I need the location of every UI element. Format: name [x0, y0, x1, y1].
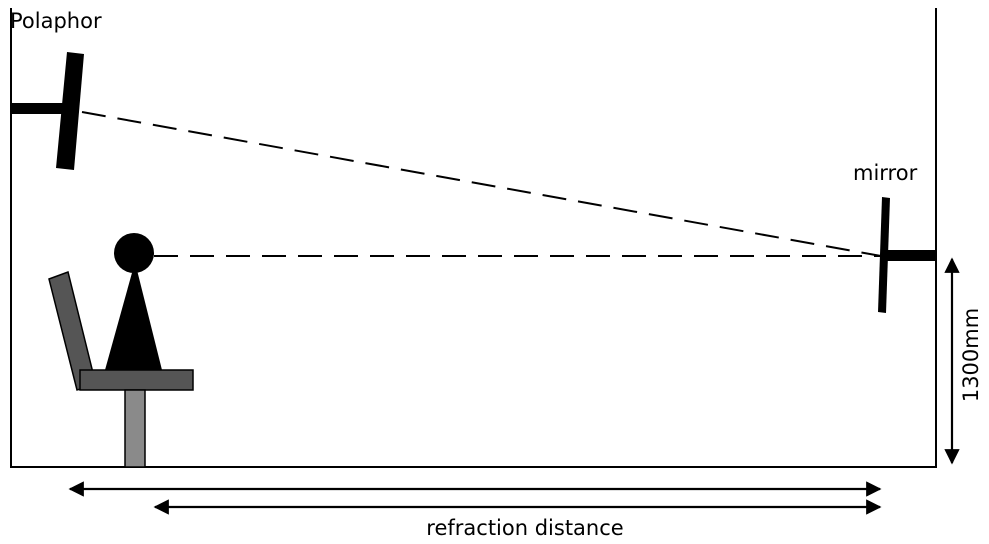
polaphor-label: Polaphor [10, 9, 102, 33]
polaphor-arm [11, 103, 67, 114]
polaphor-screen [56, 52, 84, 170]
chair-seat [79, 369, 194, 391]
person-head [114, 233, 154, 273]
distance-label: refraction distance [426, 516, 623, 540]
height-label: 1300mm [959, 308, 983, 402]
mirror-arm [884, 250, 936, 261]
person-body [105, 262, 162, 370]
chair-leg [124, 389, 146, 468]
polaphor-to-mirror-sightline [81, 111, 882, 257]
mirror-label: mirror [853, 161, 918, 185]
